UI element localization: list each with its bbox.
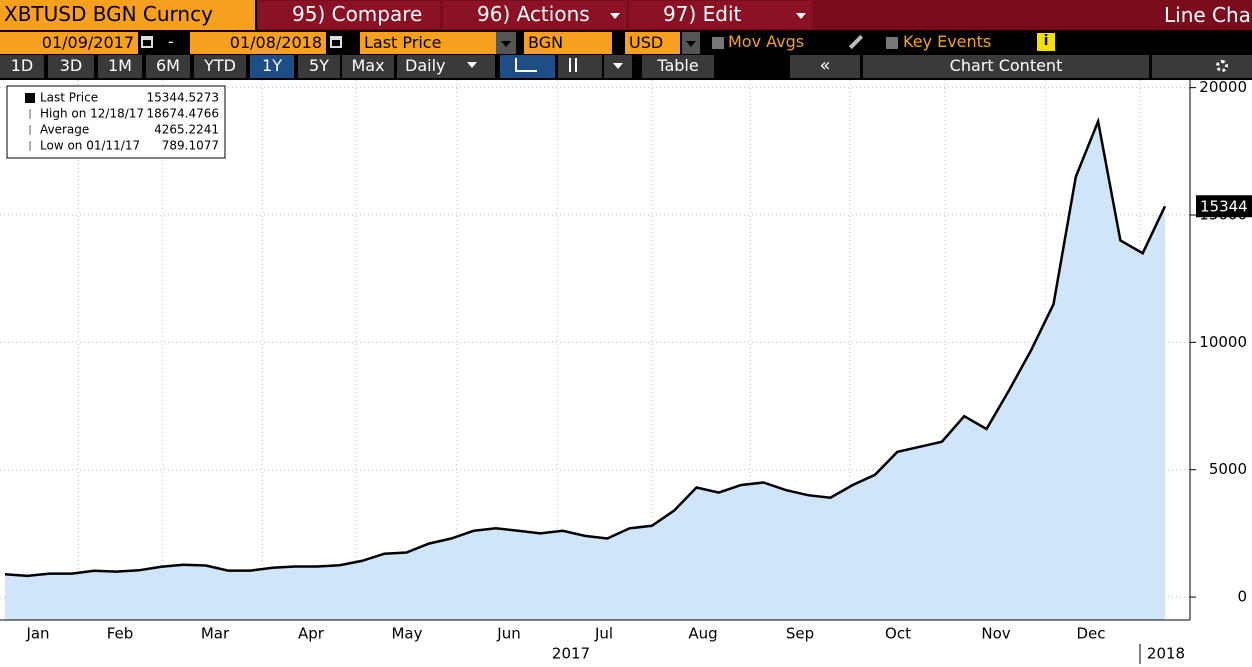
- dropdown-arrow: [501, 41, 511, 47]
- legend-label: High on 12/18/17: [40, 107, 144, 121]
- dropdown-arrow: [686, 41, 696, 47]
- line: [4, 116, 1167, 578]
- period-button[interactable]: 6M: [146, 55, 190, 78]
- menu-button[interactable]: 95) Compare: [258, 1, 440, 29]
- period-button[interactable]: Max: [342, 55, 394, 78]
- chart: 0500010000150002000015344JanFebMarAprMay…: [0, 80, 1252, 667]
- settings-button[interactable]: [1152, 55, 1252, 78]
- x-tick-label: Apr: [298, 625, 325, 643]
- dropdown-arrow: [610, 13, 620, 19]
- last-price-label: 15344: [1200, 198, 1248, 216]
- x-tick-label: Feb: [107, 625, 134, 643]
- currency[interactable]: USD: [625, 32, 680, 54]
- period-button[interactable]: 3D: [48, 55, 94, 78]
- source[interactable]: BGN: [524, 32, 612, 54]
- legend-swatch: [25, 93, 35, 103]
- x-tick-label: Mar: [201, 625, 230, 643]
- candle-icon: [569, 58, 577, 72]
- year-label: 2017: [552, 645, 590, 663]
- key-events[interactable]: Key Events: [903, 32, 992, 51]
- period-button[interactable]: 5Y: [298, 55, 340, 78]
- menu-button[interactable]: 97) Edit: [629, 1, 812, 29]
- x-tick-label: Nov: [981, 625, 1010, 643]
- period-button[interactable]: 1D: [0, 55, 44, 78]
- period-button[interactable]: YTD: [194, 55, 246, 78]
- menu-button[interactable]: 96) Actions: [443, 1, 626, 29]
- legend-label: Average: [40, 123, 89, 137]
- collapse-button[interactable]: «: [790, 55, 860, 78]
- legend-value: 18674.4766: [146, 107, 219, 121]
- legend-label: Low on 01/11/17: [40, 139, 140, 153]
- calendar-icon: [141, 36, 153, 48]
- period-button[interactable]: 1M: [98, 55, 142, 78]
- dropdown-arrow: [467, 62, 477, 68]
- chart-icon: [515, 58, 537, 72]
- dropdown-arrow: [613, 63, 623, 69]
- year-label: 2018: [1147, 645, 1185, 663]
- x-tick-label: Jan: [25, 625, 49, 643]
- y-tick-label: 10000: [1199, 333, 1247, 351]
- legend-value: 15344.5273: [146, 91, 219, 105]
- view-title: Line Cha: [1164, 3, 1251, 27]
- x-tick-label: Aug: [688, 625, 717, 643]
- field[interactable]: Last Price: [360, 32, 510, 54]
- pencil-icon[interactable]: [848, 34, 864, 50]
- ticker: XBTUSD BGN Curncy: [0, 0, 255, 30]
- x-tick-label: Dec: [1076, 625, 1105, 643]
- period-button[interactable]: 1Y: [250, 55, 294, 78]
- x-tick-label: May: [391, 625, 422, 643]
- start-date[interactable]: 01/09/2017: [0, 32, 138, 54]
- x-tick-label: Sep: [786, 625, 814, 643]
- legend-value: 789.1077: [162, 139, 219, 153]
- y-tick-label: 5000: [1209, 460, 1247, 478]
- mov-avgs[interactable]: Mov Avgs: [728, 32, 805, 51]
- x-tick-label: Jul: [594, 625, 613, 643]
- x-tick-label: Jun: [496, 625, 520, 643]
- chart-type[interactable]: [500, 55, 555, 78]
- y-tick-label: 0: [1237, 588, 1247, 606]
- legend: [6, 85, 226, 159]
- gear-icon: [1216, 60, 1228, 72]
- date-separator: -: [168, 32, 174, 51]
- frequency[interactable]: Daily: [397, 55, 495, 78]
- legend-label: Last Price: [40, 91, 98, 105]
- last-price-tag: [1196, 195, 1252, 218]
- end-date[interactable]: 01/08/2018: [190, 32, 326, 54]
- x-tick-label: Oct: [885, 625, 911, 643]
- legend-value: 4265.2241: [154, 123, 219, 137]
- y-tick-label: 20000: [1199, 80, 1247, 96]
- checkbox[interactable]: [712, 37, 724, 49]
- dropdown-arrow: [796, 13, 806, 19]
- checkbox[interactable]: [886, 37, 898, 49]
- calendar-icon: [330, 36, 342, 48]
- area: [5, 121, 1165, 621]
- table-button[interactable]: Table: [642, 55, 714, 78]
- info-button[interactable]: i: [1037, 33, 1055, 51]
- chart-content[interactable]: Chart Content: [863, 55, 1149, 78]
- chart-type[interactable]: [558, 55, 602, 78]
